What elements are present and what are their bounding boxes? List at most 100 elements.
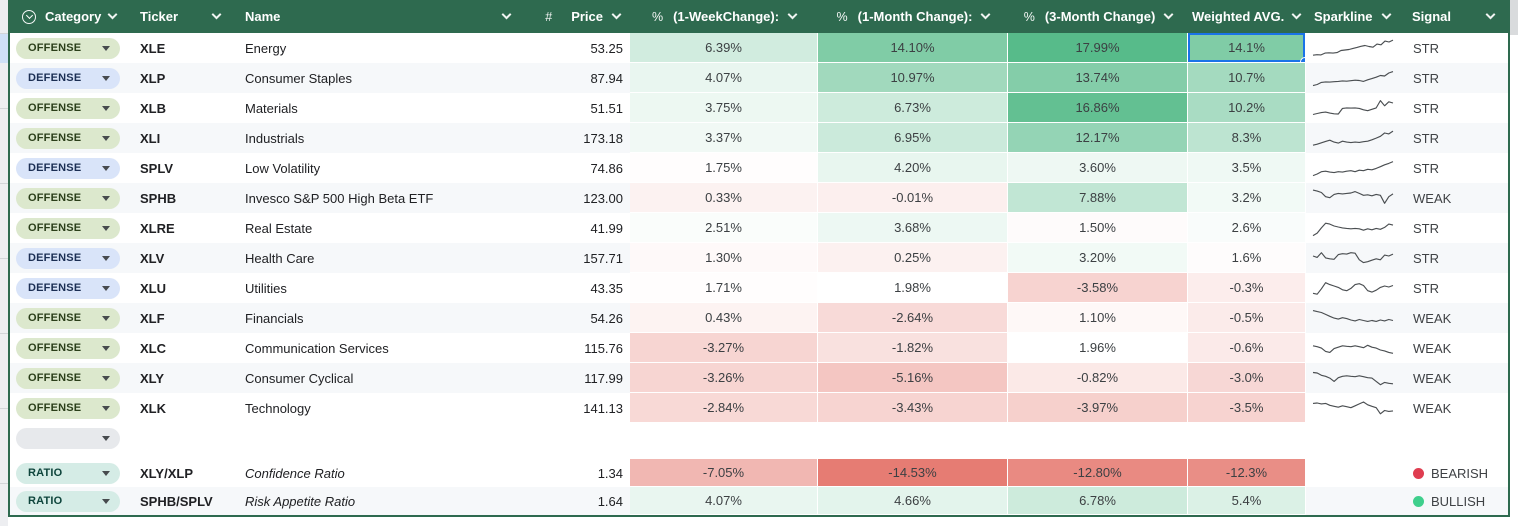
cell-weighted-avg[interactable]: 10.2%: [1188, 93, 1306, 123]
cell-week-change[interactable]: -3.27%: [630, 333, 818, 363]
cell-price[interactable]: 1.64: [597, 493, 623, 509]
cell-month3-change[interactable]: -0.82%: [1008, 363, 1188, 393]
cell-weighted-avg[interactable]: -12.3%: [1188, 459, 1306, 487]
category-pill[interactable]: DEFENSE: [16, 277, 120, 299]
column-header-month1-change[interactable]: % (1-Month Change):: [818, 0, 1008, 33]
cell-week-change[interactable]: 1.71%: [630, 273, 818, 303]
category-pill[interactable]: [16, 427, 120, 449]
cell-ticker[interactable]: XLY: [140, 370, 165, 386]
cell-name[interactable]: Health Care: [245, 250, 315, 266]
cell-month3-change[interactable]: 1.96%: [1008, 333, 1188, 363]
category-pill[interactable]: RATIO: [16, 490, 120, 512]
cell-category[interactable]: OFFENSE: [10, 123, 132, 153]
cell-month3-change[interactable]: -3.58%: [1008, 273, 1188, 303]
cell-sparkline[interactable]: [1306, 333, 1402, 363]
cell-signal[interactable]: STR: [1402, 243, 1508, 273]
cell-signal[interactable]: STR: [1402, 63, 1508, 93]
cell-sparkline[interactable]: [1306, 93, 1402, 123]
cell-sparkline[interactable]: [1306, 243, 1402, 273]
cell-signal[interactable]: STR: [1402, 213, 1508, 243]
cell-price[interactable]: [520, 423, 630, 453]
cell-price[interactable]: 53.25: [590, 40, 623, 56]
cell-ticker[interactable]: XLK: [140, 400, 166, 416]
cell-name[interactable]: Low Volatility: [245, 160, 321, 176]
cell-signal[interactable]: WEAK: [1402, 183, 1508, 213]
selection-handle[interactable]: [1300, 57, 1305, 62]
chevron-down-icon[interactable]: [1163, 9, 1174, 20]
cell-month3-change[interactable]: 7.88%: [1008, 183, 1188, 213]
cell-signal[interactable]: STR: [1402, 123, 1508, 153]
cell-name[interactable]: Energy: [245, 40, 287, 56]
cell-signal[interactable]: WEAK: [1402, 333, 1508, 363]
cell-name[interactable]: Invesco S&P 500 High Beta ETF: [245, 190, 434, 206]
cell-ticker[interactable]: XLF: [140, 310, 165, 326]
cell-signal[interactable]: STR: [1402, 93, 1508, 123]
cell-ticker[interactable]: XLB: [140, 100, 166, 116]
chevron-down-icon[interactable]: [107, 9, 118, 20]
category-pill[interactable]: OFFENSE: [16, 97, 120, 119]
cell-week-change[interactable]: 3.37%: [630, 123, 818, 153]
chevron-down-icon[interactable]: [501, 9, 512, 20]
cell-week-change[interactable]: 3.75%: [630, 93, 818, 123]
cell-weighted-avg[interactable]: 3.5%: [1188, 153, 1306, 183]
cell-signal[interactable]: STR: [1402, 273, 1508, 303]
cell-price[interactable]: 43.35: [590, 280, 623, 296]
cell-price[interactable]: 173.18: [583, 130, 623, 146]
cell-price[interactable]: 87.94: [590, 70, 623, 86]
cell-category[interactable]: DEFENSE: [10, 273, 132, 303]
cell-category[interactable]: RATIO: [10, 459, 132, 487]
cell-month3-change[interactable]: -3.97%: [1008, 393, 1188, 423]
cell-price[interactable]: 54.26: [590, 310, 623, 326]
cell-ticker[interactable]: SPHB: [140, 190, 177, 206]
cell-month1-change[interactable]: -5.16%: [818, 363, 1008, 393]
column-header-weighted-avg[interactable]: Weighted AVG.: [1188, 0, 1306, 33]
cell-month3-change[interactable]: 13.74%: [1008, 63, 1188, 93]
category-pill[interactable]: OFFENSE: [16, 337, 120, 359]
cell-sparkline[interactable]: [1306, 423, 1402, 453]
cell-name[interactable]: [240, 423, 520, 453]
cell-price[interactable]: 123.00: [583, 190, 623, 206]
cell-category[interactable]: OFFENSE: [10, 363, 132, 393]
cell-month1-change[interactable]: 6.95%: [818, 123, 1008, 153]
cell-month1-change[interactable]: 0.25%: [818, 243, 1008, 273]
cell-weighted-avg[interactable]: 14.1%: [1188, 33, 1306, 63]
chevron-down-icon[interactable]: [211, 9, 222, 20]
cell-month1-change[interactable]: -3.43%: [818, 393, 1008, 423]
cell-ticker[interactable]: SPHB/SPLV: [140, 493, 213, 509]
cell-ticker[interactable]: XLC: [140, 340, 166, 356]
category-pill[interactable]: OFFENSE: [16, 307, 120, 329]
cell-month1-change[interactable]: [818, 423, 1008, 453]
category-pill[interactable]: OFFENSE: [16, 187, 120, 209]
category-pill[interactable]: DEFENSE: [16, 157, 120, 179]
cell-weighted-avg[interactable]: 10.7%: [1188, 63, 1306, 93]
cell-sparkline[interactable]: [1306, 273, 1402, 303]
cell-weighted-avg[interactable]: 1.6%: [1188, 243, 1306, 273]
cell-category[interactable]: OFFENSE: [10, 183, 132, 213]
cell-price[interactable]: 41.99: [590, 220, 623, 236]
cell-weighted-avg[interactable]: 2.6%: [1188, 213, 1306, 243]
category-pill[interactable]: OFFENSE: [16, 217, 120, 239]
cell-sparkline[interactable]: [1306, 63, 1402, 93]
cell-category[interactable]: OFFENSE: [10, 303, 132, 333]
cell-name[interactable]: Communication Services: [245, 340, 389, 356]
cell-signal[interactable]: WEAK: [1402, 393, 1508, 423]
cell-weighted-avg[interactable]: -3.5%: [1188, 393, 1306, 423]
category-pill[interactable]: OFFENSE: [16, 367, 120, 389]
cell-signal[interactable]: [1402, 423, 1508, 453]
cell-month1-change[interactable]: 10.97%: [818, 63, 1008, 93]
category-pill[interactable]: OFFENSE: [16, 127, 120, 149]
cell-name[interactable]: Industrials: [245, 130, 305, 146]
cell-month3-change[interactable]: 1.50%: [1008, 213, 1188, 243]
cell-sparkline[interactable]: [1306, 487, 1402, 515]
cell-week-change[interactable]: [630, 423, 818, 453]
cell-name[interactable]: Utilities: [245, 280, 287, 296]
column-header-ticker[interactable]: Ticker: [132, 0, 240, 33]
cell-signal[interactable]: STR: [1402, 33, 1508, 63]
cell-week-change[interactable]: -2.84%: [630, 393, 818, 423]
cell-week-change[interactable]: 0.33%: [630, 183, 818, 213]
cell-month3-change[interactable]: 3.60%: [1008, 153, 1188, 183]
cell-price[interactable]: 157.71: [583, 250, 623, 266]
cell-ticker[interactable]: SPLV: [140, 160, 173, 176]
cell-week-change[interactable]: 4.07%: [630, 487, 818, 515]
cell-name[interactable]: Financials: [245, 310, 304, 326]
